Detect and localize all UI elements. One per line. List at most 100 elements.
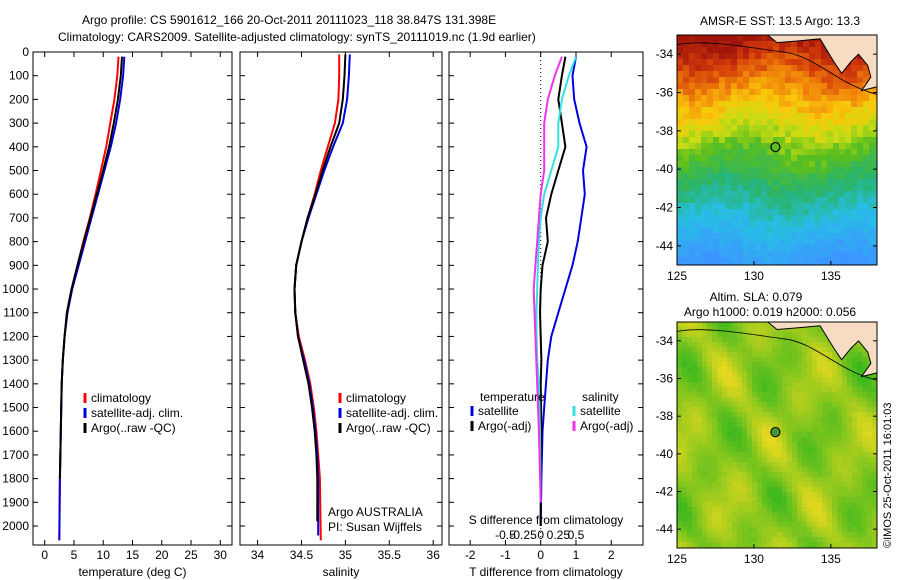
y-tick-label: 400 [9,140,29,154]
x-tick-label: 34.5 [290,548,314,562]
y-tick-label: 800 [9,235,29,249]
australia-land [766,322,877,378]
legend-label: satellite-adj. clim. [346,406,438,420]
y-tick-label: 1200 [2,329,29,343]
shelf-contour [677,42,877,95]
sst_map-cells [677,35,877,265]
x-tick-label: 5 [71,548,78,562]
x-tick-label: 135 [821,552,841,566]
x-tick-label: 2 [608,548,615,562]
x-tick-label: 34 [251,548,265,562]
y-tick-label: 1100 [3,306,29,320]
y-tick-label: 200 [9,92,29,106]
x-tick-label: 125 [667,269,687,283]
x-tick-label: -2 [465,548,476,562]
y-tick-label: -36 [656,86,674,100]
x-tick-label: 1 [573,548,580,562]
sst-map-panel: AMSR-E SST: 13.5 Argo: 13.3 125 130 135 -34 -… [656,14,878,283]
y-tick-label: 300 [9,116,29,130]
y-tick-label: -44 [656,522,674,536]
legend-title: temperature [480,390,545,404]
x-tick-label: 15 [126,548,140,562]
annotation-line: Argo AUSTRALIA [328,505,423,519]
argo-position-marker [770,141,781,153]
x-tick-label: 35.5 [378,548,402,562]
salinity-xlabel: salinity [323,565,360,579]
x-tick-label: 30 [214,548,228,562]
y-tick-label: 1000 [2,282,29,296]
legend-label: Argo(..raw -QC) [346,421,431,435]
x-tick-label: 130 [744,269,764,283]
shelf-contour [677,329,877,381]
series-line [532,56,563,503]
legend-label: satellite-adj. clim. [91,406,183,420]
legend-label: Argo(-adj) [478,419,531,433]
y-tick-label: 1600 [2,424,29,438]
series-line [535,56,577,503]
y-tick-label: 2000 [2,519,29,533]
x-tick-label: 130 [744,552,764,566]
x-tick-label: 125 [667,552,687,566]
x-tick-label: -1 [500,548,511,562]
sst-map-title: AMSR-E SST: 13.5 Argo: 13.3 [700,14,860,28]
y-tick-label: 100 [9,69,29,83]
salinity-frame [239,51,443,546]
legend-label: climatology [346,391,406,405]
sla-map-title-1: Altim. SLA: 0.079 [710,290,803,304]
legend-label: satellite [580,404,621,418]
y-tick-label: 1500 [2,401,29,415]
argo-marker-fill [771,428,779,436]
x-tick-label: 0 [41,548,48,562]
difference-frame [448,51,644,546]
temperature-frame [32,51,233,546]
y-tick-label: 0 [22,45,29,59]
secondary-tick-label: 0.5 [568,528,585,542]
argo-position-marker [770,427,781,438]
legend-title: salinity [582,390,619,404]
y-tick-label: -38 [656,124,674,138]
x-tick-label: 35 [339,548,353,562]
y-tick-label: -44 [656,239,674,253]
sst_map-frame [676,34,878,266]
salinity-panel: 34 34.5 35 35.5 36 salinity climatologysatelli… [239,51,443,579]
secondary-tick-label: -0.5 [495,528,516,542]
side-credit: ©IMOS 25-Oct-2011 16:01:03 [882,403,894,548]
secondary-tick-label: -0.25 [509,528,537,542]
annotation-line: PI: Susan Wijffels [328,520,422,534]
y-tick-label: 1900 [2,495,29,509]
y-tick-label: 500 [9,164,29,178]
legend-label: Argo(..raw -QC) [91,421,176,435]
secondary-axis-label: S difference from climatology [469,513,624,527]
y-tick-label: -34 [656,47,674,61]
australia-land [766,35,877,92]
y-tick-label: -38 [656,409,674,423]
y-tick-label: -36 [656,372,674,386]
series-line [58,56,123,479]
series-line [538,56,567,526]
x-tick-label: 0 [537,548,544,562]
difference-panel: -2 -1 0 1 2 T difference from climatology temp… [448,51,644,579]
x-tick-label: 10 [97,548,111,562]
y-tick-label: -42 [656,201,674,215]
legend-label: satellite [478,404,519,418]
y-tick-label: -34 [656,334,674,348]
y-tick-label: -40 [656,162,674,176]
y-tick-label: -42 [656,485,674,499]
y-tick-label: 1300 [2,353,29,367]
header-line-1: Argo profile: CS 5901612_166 20-Oct-2011… [82,13,496,27]
series-line [293,54,347,522]
y-tick-label: 1800 [2,472,29,486]
y-tick-label: 900 [9,258,29,272]
header-line-2: Climatology: CARS2009. Satellite-adjuste… [58,30,536,44]
sla-map-title-2: Argo h1000: 0.019 h2000: 0.056 [684,305,856,319]
y-tick-label: 1700 [2,448,29,462]
y-tick-label: 600 [9,187,29,201]
sla_map-cells [677,322,877,548]
x-tick-label: 20 [155,548,169,562]
legend-label: Argo(-adj) [580,419,633,433]
temperature-xlabel: temperature (deg C) [78,565,186,579]
y-tick-label: 700 [9,211,29,225]
series-line [539,56,588,527]
